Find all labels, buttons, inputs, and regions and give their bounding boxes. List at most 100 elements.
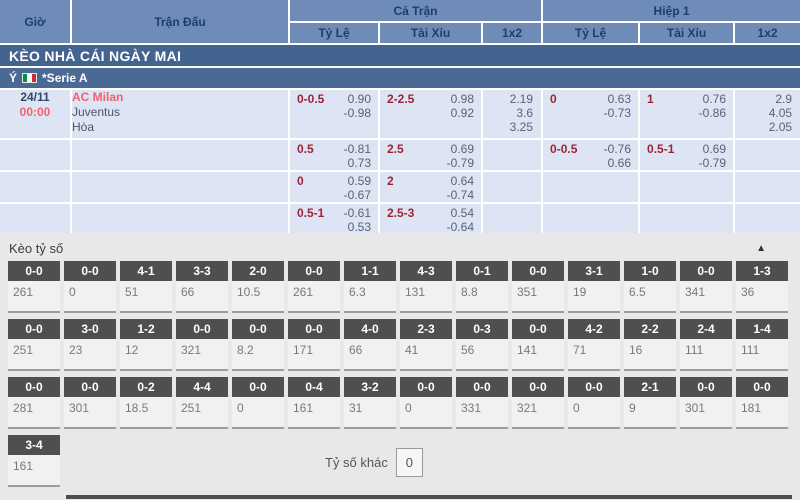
score-box[interactable]: 0-4 161 [288, 377, 340, 429]
match-cell[interactable]: AC Milan Juventus Hòa [72, 90, 290, 140]
odds-cell[interactable]: 0.5-1 -0.61 0.53 [290, 204, 380, 236]
score-box[interactable]: 1-4 111 [736, 319, 788, 371]
score-box[interactable]: 3-4 161 [8, 435, 60, 487]
odds-row: 0.5-1 -0.61 0.53 2.5-3 0.54 -0.64 [0, 204, 800, 236]
score-label: 0-0 [8, 261, 60, 281]
score-odds: 16 [624, 339, 676, 371]
odds-cell[interactable]: 0-0.5 -0.76 0.66 [543, 140, 641, 172]
score-box[interactable]: 2-1 9 [624, 377, 676, 429]
odds-cell[interactable]: 0.5 -0.81 0.73 [290, 140, 380, 172]
odds-cell-1x2[interactable]: 2.19 3.6 3.25 [483, 90, 544, 140]
score-odds: 301 [64, 397, 116, 429]
score-box[interactable]: 4-4 251 [176, 377, 228, 429]
score-label: 0-0 [512, 261, 564, 281]
score-box[interactable]: 3-2 31 [344, 377, 396, 429]
score-label: 0-0 [512, 319, 564, 339]
score-box[interactable]: 1-2 12 [120, 319, 172, 371]
score-box[interactable]: 0-0 141 [512, 319, 564, 371]
odds-cell-1x2 [483, 172, 544, 204]
score-box[interactable]: 0-3 56 [456, 319, 508, 371]
odds-cell[interactable]: 2.5 0.69 -0.79 [380, 140, 483, 172]
score-box[interactable]: 2-2 16 [624, 319, 676, 371]
score-box[interactable]: 0-0 181 [736, 377, 788, 429]
score-box[interactable]: 1-0 6.5 [624, 261, 676, 313]
score-box[interactable]: 0-0 331 [456, 377, 508, 429]
odds-cell[interactable]: 0-0.5 0.90 -0.98 [290, 90, 380, 140]
home-team[interactable]: AC Milan [72, 90, 124, 104]
score-label: 0-2 [120, 377, 172, 397]
score-label: 3-1 [568, 261, 620, 281]
score-box[interactable]: 0-0 281 [8, 377, 60, 429]
odds-cell[interactable]: 1 0.76 -0.86 [640, 90, 736, 140]
handicap-line: 0.5 [297, 142, 314, 156]
score-odds: 18.5 [120, 397, 172, 429]
score-box[interactable]: 2-3 41 [400, 319, 452, 371]
score-label: 0-0 [232, 319, 284, 339]
score-box[interactable]: 4-3 131 [400, 261, 452, 313]
league-bar: Ý *Serie A [0, 68, 800, 88]
odds-table: Giờ Trận Đấu Cả Trận Hiệp 1 Tỷ Lệ Tài Xỉ… [0, 0, 800, 236]
other-score-input[interactable] [395, 448, 423, 477]
odds-cell[interactable]: 0.5-1 0.69 -0.79 [640, 140, 736, 172]
score-odds: 31 [344, 397, 396, 429]
score-box[interactable]: 3-0 23 [64, 319, 116, 371]
collapse-panel-icon[interactable]: ▲ [756, 242, 766, 254]
score-label: 0-0 [64, 261, 116, 281]
score-box[interactable]: 0-0 171 [288, 319, 340, 371]
away-team[interactable]: Juventus [72, 105, 121, 119]
score-box[interactable]: 0-0 251 [8, 319, 60, 371]
score-box[interactable]: 0-0 301 [680, 377, 732, 429]
score-box[interactable]: 0-2 18.5 [120, 377, 172, 429]
score-box[interactable]: 0-0 341 [680, 261, 732, 313]
odds-cell [640, 204, 736, 236]
other-score-group: Tỷ số khác [325, 448, 423, 477]
score-label: 2-1 [624, 377, 676, 397]
odds-cell[interactable]: 0 0.59 -0.67 [290, 172, 380, 204]
score-box[interactable]: 0-0 321 [176, 319, 228, 371]
correct-score-panel: Kèo tỷ số ▲ 0-0 261 0-0 0 4-1 51 3-3 66 2-0 10.5 0… [0, 233, 800, 500]
score-box[interactable]: 2-4 111 [680, 319, 732, 371]
score-label: 0-0 [400, 377, 452, 397]
score-box[interactable]: 3-1 19 [568, 261, 620, 313]
score-box[interactable]: 3-3 66 [176, 261, 228, 313]
score-box[interactable]: 0-0 261 [8, 261, 60, 313]
col-header-time: Giờ [0, 0, 72, 45]
score-odds: 10.5 [232, 281, 284, 313]
match-date: 24/11 [20, 90, 50, 104]
odds-cell[interactable]: 2.5-3 0.54 -0.64 [380, 204, 483, 236]
score-box[interactable]: 4-0 66 [344, 319, 396, 371]
score-odds: 301 [680, 397, 732, 429]
score-odds: 36 [736, 281, 788, 313]
score-box[interactable]: 0-0 0 [64, 261, 116, 313]
score-box[interactable]: 0-0 8.2 [232, 319, 284, 371]
score-odds: 261 [8, 281, 60, 313]
score-label: 0-1 [456, 261, 508, 281]
score-odds: 161 [8, 455, 60, 487]
odds-cell[interactable]: 2-2.5 0.98 0.92 [380, 90, 483, 140]
match-cell [72, 140, 290, 172]
score-odds: 0 [232, 397, 284, 429]
score-box[interactable]: 0-0 301 [64, 377, 116, 429]
score-box[interactable]: 4-2 71 [568, 319, 620, 371]
handicap-line: 2.5-3 [387, 206, 415, 220]
score-box[interactable]: 0-0 0 [400, 377, 452, 429]
score-box[interactable]: 4-1 51 [120, 261, 172, 313]
odds-row: 24/11 00:00 AC Milan Juventus Hòa 0-0.5 0.90 -0… [0, 90, 800, 140]
odds-cell[interactable]: 0 0.63 -0.73 [543, 90, 641, 140]
score-box[interactable]: 0-0 0 [568, 377, 620, 429]
score-odds: 51 [120, 281, 172, 313]
score-box[interactable]: 1-3 36 [736, 261, 788, 313]
odds-cell[interactable]: 2 0.64 -0.74 [380, 172, 483, 204]
score-box[interactable]: 0-1 8.8 [456, 261, 508, 313]
score-box[interactable]: 2-0 10.5 [232, 261, 284, 313]
score-box[interactable]: 0-0 321 [512, 377, 564, 429]
score-label: 0-0 [8, 319, 60, 339]
score-box[interactable]: 0-0 351 [512, 261, 564, 313]
odds-cell-1x2[interactable]: 2.9 4.05 2.05 [735, 90, 800, 140]
horizontal-scrollbar[interactable] [66, 495, 792, 499]
score-box[interactable]: 1-1 6.3 [344, 261, 396, 313]
score-box[interactable]: 0-0 0 [232, 377, 284, 429]
score-odds: 23 [64, 339, 116, 371]
odds-values: 0.63 -0.73 [603, 92, 632, 120]
score-box[interactable]: 0-0 261 [288, 261, 340, 313]
